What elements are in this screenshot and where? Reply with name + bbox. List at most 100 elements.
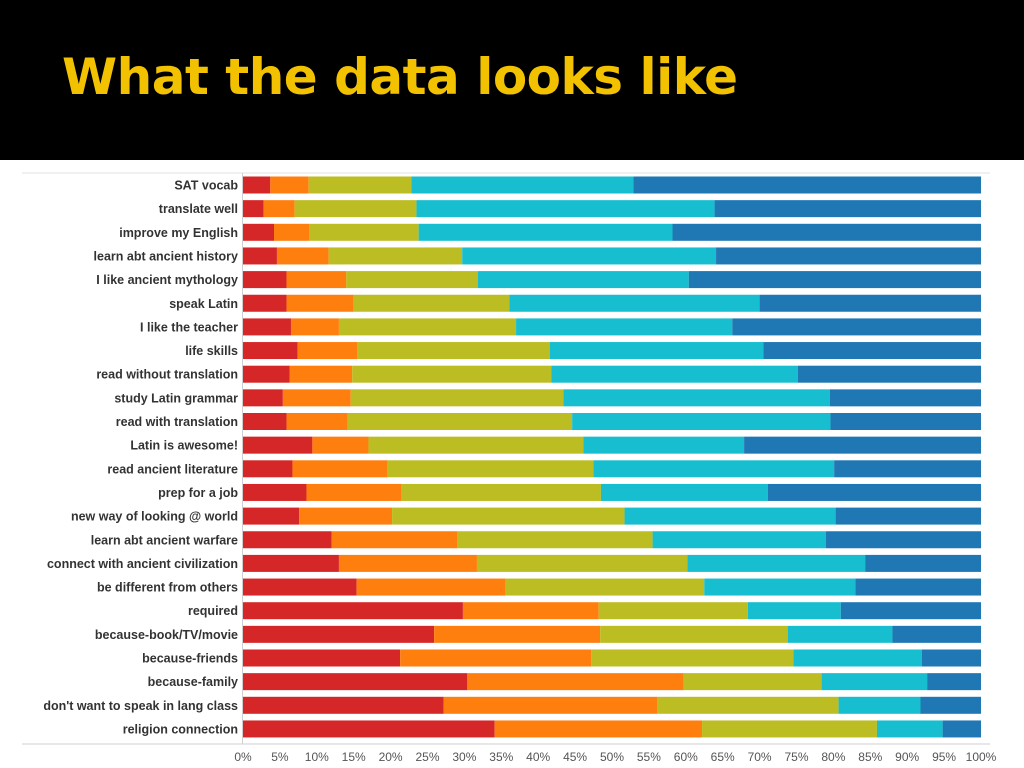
stacked-bar-chart: SAT vocab translate well improve my Englis… — [22, 172, 997, 764]
bar-segment — [411, 176, 634, 194]
category-label: read ancient literature — [107, 462, 238, 476]
category-label: religion connection — [123, 722, 238, 736]
x-tick-label: 40% — [526, 750, 550, 764]
bar-segment — [920, 696, 981, 714]
bar-segment — [243, 294, 287, 312]
x-tick-label: 30% — [452, 750, 476, 764]
bar-segment — [353, 294, 510, 312]
category-label: speak Latin — [169, 297, 238, 311]
bar-segment — [477, 271, 689, 289]
bar-segment — [855, 578, 981, 596]
bar-segment — [418, 223, 673, 241]
bar-segment — [286, 413, 348, 430]
bar-segment — [282, 389, 351, 407]
category-label: required — [188, 604, 238, 618]
x-tick-label: 60% — [674, 750, 698, 764]
category-label: because-family — [148, 675, 238, 689]
bar-segment — [243, 602, 463, 620]
bar-segment — [243, 649, 401, 667]
bars — [243, 176, 981, 738]
bar-segment — [591, 649, 794, 667]
category-labels: SAT vocab translate well improve my Englis… — [43, 179, 238, 737]
bar-segment — [243, 673, 468, 691]
x-axis-ticks: 0% 5% 10% 15% 20% 25% 30% 35% 40% 45% 50% 55% 60% 65%… — [234, 750, 996, 764]
bar-segment — [652, 531, 827, 549]
bar-segment — [516, 318, 733, 336]
bar-segment — [747, 602, 841, 620]
bar-segment — [243, 342, 298, 360]
bar-segment — [243, 200, 264, 218]
bar-segment — [829, 389, 981, 407]
category-label: don't want to speak in lang class — [43, 699, 238, 713]
x-tick-label: 80% — [821, 750, 845, 764]
bar-segment — [338, 318, 517, 336]
category-label: study Latin grammar — [114, 391, 238, 405]
bar-segment — [797, 365, 981, 383]
bar-segment — [688, 271, 981, 289]
x-tick-label: 15% — [342, 750, 366, 764]
bar-segment — [294, 200, 417, 218]
bar-segment — [467, 673, 684, 691]
x-tick-label: 70% — [748, 750, 772, 764]
x-tick-label: 45% — [563, 750, 587, 764]
bar-segment — [290, 318, 339, 336]
bar-segment — [821, 673, 928, 691]
x-tick-label: 5% — [271, 750, 289, 764]
bar-segment — [702, 720, 877, 738]
bar-segment — [835, 507, 981, 525]
bar-segment — [509, 294, 760, 312]
bar-segment — [243, 554, 339, 572]
category-label: new way of looking @ world — [71, 510, 238, 524]
bar-segment — [732, 318, 981, 336]
bar-segment — [338, 554, 477, 572]
bar-segment — [243, 625, 435, 643]
bar-segment — [243, 578, 357, 596]
bar-segment — [356, 578, 506, 596]
bar-segment — [457, 531, 653, 549]
bar-segment — [368, 436, 584, 454]
bar-segment — [243, 460, 293, 478]
category-label: read without translation — [96, 368, 238, 382]
bar-segment — [505, 578, 705, 596]
bar-segment — [299, 507, 393, 525]
bar-segment — [443, 696, 658, 714]
bar-segment — [243, 413, 287, 430]
bar-segment — [687, 554, 866, 572]
bar-segment — [583, 436, 745, 454]
bar-segment — [400, 649, 592, 667]
bar-segment — [357, 342, 551, 360]
x-tick-label: 10% — [305, 750, 329, 764]
bar-segment — [306, 483, 402, 501]
bar-segment — [550, 342, 764, 360]
bar-segment — [476, 554, 688, 572]
bar-segment — [243, 696, 444, 714]
category-label: be different from others — [97, 581, 238, 595]
bar-segment — [309, 223, 419, 241]
bar-segment — [416, 200, 715, 218]
bar-segment — [598, 602, 748, 620]
bar-segment — [787, 625, 893, 643]
bar-segment — [243, 176, 271, 194]
bar-segment — [243, 436, 313, 454]
bar-segment — [563, 389, 830, 407]
bar-segment — [683, 673, 822, 691]
bar-segment — [328, 247, 463, 265]
bar-segment — [434, 625, 601, 643]
category-label: I like ancient mythology — [96, 273, 238, 287]
bar-segment — [600, 625, 788, 643]
bar-segment — [927, 673, 981, 691]
x-tick-label: 95% — [932, 750, 956, 764]
bar-segment — [834, 460, 981, 478]
bar-segment — [276, 247, 329, 265]
bar-segment — [243, 720, 495, 738]
bar-segment — [387, 460, 594, 478]
x-tick-label: 50% — [600, 750, 624, 764]
bar-segment — [346, 271, 478, 289]
bar-segment — [243, 483, 307, 501]
bar-segment — [243, 247, 277, 265]
category-label: Latin is awesome! — [130, 439, 238, 453]
bar-segment — [793, 649, 922, 667]
x-tick-label: 85% — [858, 750, 882, 764]
x-tick-label: 20% — [379, 750, 403, 764]
slide-title: What the data looks like — [62, 48, 738, 106]
